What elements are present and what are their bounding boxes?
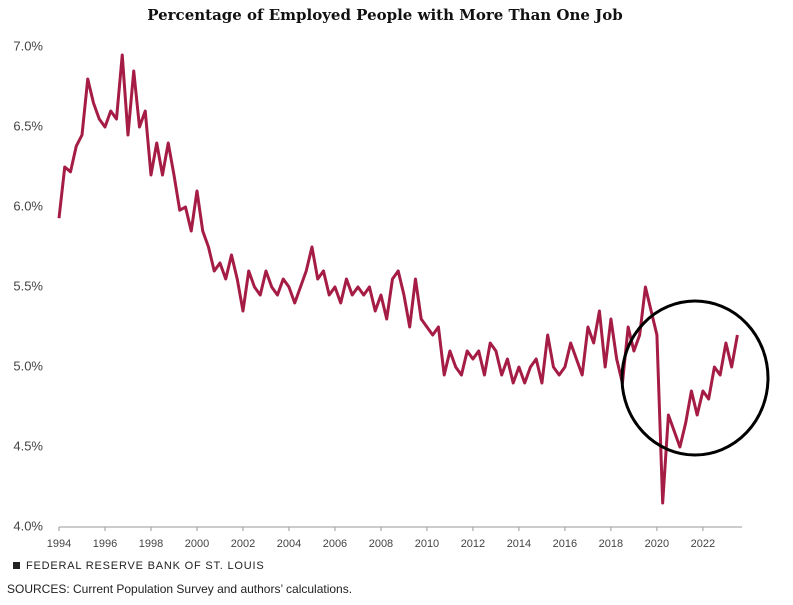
x-tick-label: 1996 (93, 538, 117, 550)
x-tick-label: 2014 (507, 538, 531, 550)
y-tick-label: 6.5% (13, 118, 43, 133)
x-tick-label: 2002 (231, 538, 255, 550)
source-marker (13, 562, 20, 569)
chart-title: Percentage of Employed People with More … (147, 6, 623, 24)
y-tick-label: 7.0% (13, 38, 43, 53)
x-tick-label: 1994 (47, 538, 71, 550)
data-line (57, 53, 739, 505)
highlight-circle (620, 299, 770, 457)
x-tick-label: 2004 (277, 538, 301, 550)
x-tick-label: 2010 (415, 538, 439, 550)
x-tick-label: 2020 (645, 538, 669, 550)
source-label: FEDERAL RESERVE BANK OF ST. LOUIS (26, 560, 265, 572)
x-tick-label: 2000 (185, 538, 209, 550)
x-tick-label: 2022 (691, 538, 715, 550)
x-tick-label: 2016 (553, 538, 577, 550)
y-tick-label: 5.0% (13, 358, 43, 373)
y-tick-label: 4.0% (13, 518, 43, 533)
source-note: SOURCES: Current Population Survey and a… (7, 582, 352, 596)
y-tick-label: 5.5% (13, 278, 43, 293)
x-tick-label: 2008 (369, 538, 393, 550)
x-tick-label: 2018 (599, 538, 623, 550)
y-tick-label: 4.5% (13, 438, 43, 453)
x-tick-label: 2012 (461, 538, 485, 550)
x-tick-label: 1998 (139, 538, 163, 550)
y-tick-label: 6.0% (13, 198, 43, 213)
x-tick-label: 2006 (323, 538, 347, 550)
